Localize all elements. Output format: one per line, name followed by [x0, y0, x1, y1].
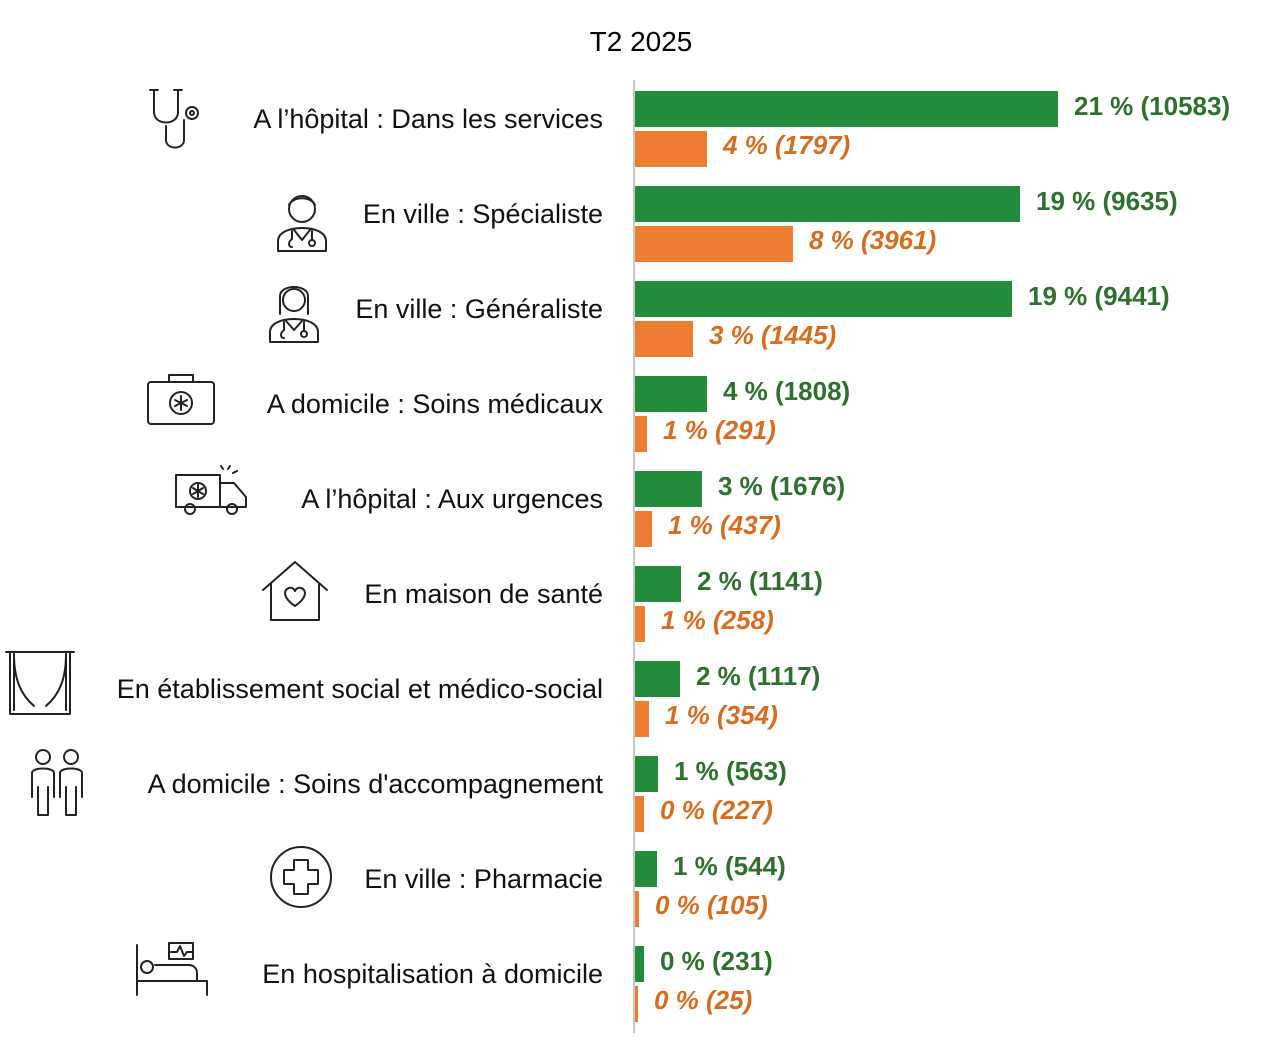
category-row: En ville : Généraliste 19 % (9441) 3 % (14… — [0, 270, 1282, 365]
data-label: 0 % (105) — [655, 890, 768, 920]
data-label: 0 % (25) — [654, 985, 753, 1015]
bar-green — [635, 91, 1058, 127]
bar-green — [635, 566, 681, 602]
window-curtain-icon — [4, 648, 76, 721]
bar-green — [635, 471, 702, 507]
data-label: 3 % (1445) — [709, 320, 837, 350]
bar-green — [635, 376, 707, 412]
bar-green — [635, 946, 644, 982]
category-label: En établissement social et médico-social — [116, 674, 603, 704]
bar-orange — [635, 701, 649, 737]
data-label: 1 % (354) — [665, 700, 778, 730]
category-label: En ville : Pharmacie — [364, 864, 603, 894]
data-label: 4 % (1808) — [723, 376, 851, 406]
bar-orange — [635, 606, 645, 642]
data-label: 0 % (231) — [660, 946, 773, 976]
hospital-bed-icon — [133, 941, 211, 1002]
bar-orange — [635, 796, 644, 832]
data-label: 8 % (3961) — [809, 225, 937, 255]
category-axis-line — [633, 80, 635, 1033]
bar-orange — [635, 226, 793, 262]
category-row: A domicile : Soins d'accompagnement 1 % (… — [0, 745, 1282, 840]
bar-green — [635, 756, 658, 792]
data-label: 19 % (9635) — [1036, 186, 1178, 216]
data-label: 3 % (1676) — [718, 471, 846, 501]
data-label: 1 % (563) — [674, 756, 787, 786]
medical-kit-icon — [145, 370, 217, 433]
house-heart-icon — [259, 558, 331, 629]
category-label: En ville : Spécialiste — [362, 199, 603, 229]
pharmacy-cross-icon — [268, 844, 334, 915]
category-label: A l’hôpital : Dans les services — [253, 104, 603, 134]
category-row: En ville : Pharmacie 1 % (544) 0 % (105) — [0, 840, 1282, 935]
data-label: 4 % (1797) — [723, 130, 851, 160]
category-row: A l’hôpital : Dans les services 21 % (105… — [0, 80, 1282, 175]
data-label: 21 % (10583) — [1074, 91, 1231, 121]
data-label: 1 % (291) — [663, 415, 776, 445]
category-row: En établissement social et médico-social… — [0, 650, 1282, 745]
category-label: En maison de santé — [364, 579, 603, 609]
two-people-icon — [26, 747, 88, 824]
bar-orange — [635, 891, 639, 927]
bar-green — [635, 281, 1012, 317]
bar-green — [635, 186, 1020, 222]
data-label: 19 % (9441) — [1028, 281, 1170, 311]
bar-green — [635, 851, 657, 887]
category-label: A domicile : Soins médicaux — [266, 389, 603, 419]
category-label: A l’hôpital : Aux urgences — [301, 484, 603, 514]
bar-orange — [635, 131, 707, 167]
female-doctor-icon — [264, 276, 324, 351]
category-label: En hospitalisation à domicile — [262, 959, 603, 989]
category-row: En maison de santé 2 % (1141) 1 % (258) — [0, 555, 1282, 650]
data-label: 2 % (1141) — [697, 566, 823, 596]
bar-green — [635, 661, 680, 697]
data-label: 0 % (227) — [660, 795, 773, 825]
category-label: En ville : Généraliste — [355, 294, 603, 324]
bar-orange — [635, 416, 647, 452]
bar-orange — [635, 321, 693, 357]
category-row: A l’hôpital : Aux urgences 3 % (1676) 1 % … — [0, 460, 1282, 555]
ambulance-icon — [172, 465, 252, 524]
male-doctor-icon — [272, 189, 332, 260]
category-label: A domicile : Soins d'accompagnement — [147, 769, 603, 799]
data-label: 1 % (258) — [661, 605, 774, 635]
bar-orange — [635, 986, 638, 1022]
data-label: 2 % (1117) — [696, 661, 821, 691]
category-row: En hospitalisation à domicile 0 % (231) 0 … — [0, 935, 1282, 1030]
bar-orange — [635, 511, 652, 547]
data-label: 1 % (437) — [668, 510, 781, 540]
category-row: A domicile : Soins médicaux 4 % (1808) 1 %… — [0, 365, 1282, 460]
data-label: 1 % (544) — [673, 851, 786, 881]
stethoscope-icon — [142, 86, 208, 167]
category-row: En ville : Spécialiste 19 % (9635) 8 % (39… — [0, 175, 1282, 270]
chart-title: T2 2025 — [589, 26, 693, 57]
